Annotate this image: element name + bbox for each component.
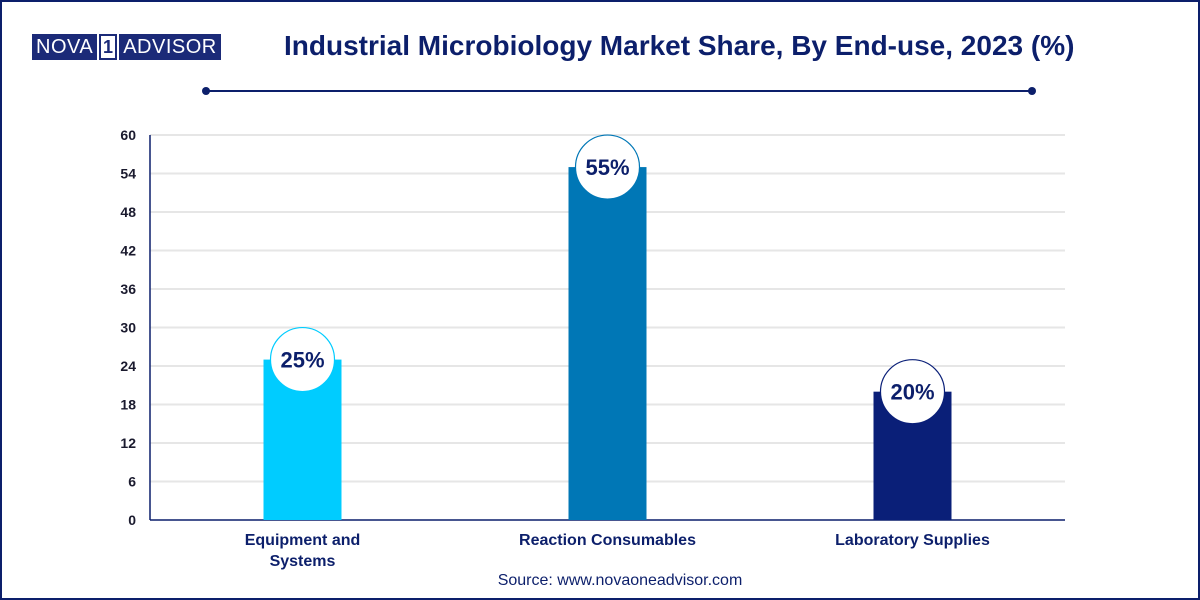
x-tick-label: Equipment and: [245, 532, 361, 549]
x-tick-label: Reaction Consumables: [519, 532, 696, 549]
y-tick-label: 30: [120, 320, 136, 336]
y-tick-label: 6: [128, 474, 136, 490]
logo-text-left: NOVA: [32, 34, 98, 60]
data-label: 55%: [585, 155, 629, 180]
source-note: Source: www.novaoneadvisor.com: [497, 572, 743, 589]
logo-text-right: ADVISOR: [119, 34, 221, 60]
title-divider: [202, 87, 1036, 95]
y-tick-label: 48: [120, 204, 136, 220]
y-tick-label: 24: [120, 358, 136, 374]
x-tick-label: Systems: [270, 553, 336, 570]
data-label-badge: [574, 134, 641, 200]
y-tick-label: 36: [120, 281, 136, 297]
data-label-badge: [879, 359, 946, 425]
chart-title: Industrial Microbiology Market Share, By…: [284, 30, 1075, 61]
brand-logo: NOVA 1 ADVISOR: [32, 34, 221, 60]
data-label-badge: [269, 326, 336, 393]
y-tick-label: 54: [120, 166, 136, 182]
bar: [568, 167, 647, 521]
y-tick-label: 12: [120, 435, 136, 451]
data-label: 20%: [890, 380, 934, 405]
logo-mark: 1: [99, 34, 118, 60]
y-tick-label: 60: [120, 127, 136, 143]
y-tick-label: 42: [120, 243, 136, 259]
x-tick-label: Laboratory Supplies: [835, 532, 990, 549]
y-tick-label: 18: [120, 397, 136, 413]
y-tick-label: 0: [128, 512, 136, 528]
data-label: 25%: [280, 348, 324, 373]
